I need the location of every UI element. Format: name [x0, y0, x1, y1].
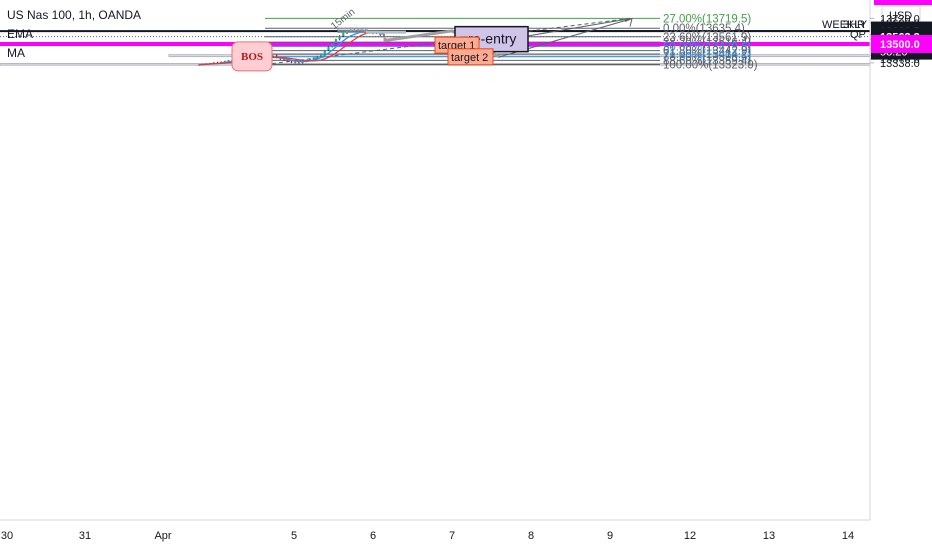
candle-body — [382, 34, 386, 37]
x-tick-label: 14 — [842, 530, 854, 542]
candle-body — [197, 64, 201, 66]
candle-body — [331, 43, 334, 47]
hline-3hr-label: 3HR — [843, 19, 865, 31]
x-tick-label: 31 — [79, 530, 91, 542]
ma-line — [198, 30, 385, 66]
bos-box — [231, 41, 273, 72]
candle-body — [379, 33, 382, 35]
x-tick-label: 9 — [607, 530, 613, 542]
arrow-head — [624, 17, 633, 27]
candle-body — [320, 54, 323, 57]
price-label-box — [871, 34, 932, 53]
time-axis[interactable]: 30 31 Apr 5 6 7 8 9 12 13 14 — [0, 519, 870, 550]
price-label-text: 13500.0 — [880, 39, 920, 51]
x-tick-label: 5 — [291, 530, 297, 542]
qp-label: QP — [850, 29, 866, 41]
time-axis-bg — [0, 520, 870, 550]
fib-level-label: 27.00%(13719.5) — [663, 13, 751, 25]
hline-weekly-label: WEEKLY — [822, 19, 868, 31]
x-tick-label: 12 — [684, 530, 696, 542]
candle-body — [338, 36, 341, 40]
candle-body — [323, 50, 326, 55]
y-tick-label: 13370.0 — [880, 54, 920, 66]
candle-body — [316, 56, 319, 58]
fib-level-label: 38.20%(13516.4) — [663, 37, 751, 49]
fib-level-label: 100.00%(13323.9) — [663, 60, 758, 72]
currency-label: USD — [889, 10, 912, 22]
candle-body — [301, 61, 304, 64]
price-axis-bg — [870, 0, 932, 550]
x-tick-label: 8 — [528, 530, 534, 542]
x-tick-label: 7 — [449, 530, 455, 542]
fib-level-label: 50.00%(13479.6) — [663, 41, 751, 53]
fib-level-label: 0.00%(13635.4) — [663, 23, 745, 35]
indicator-lines — [198, 30, 385, 66]
candle-body — [297, 62, 300, 64]
tf-box — [337, 27, 368, 33]
indicator-ema[interactable]: EMA — [7, 27, 34, 41]
candle-body — [342, 33, 345, 37]
fib-level-label: 23.60%(13561.9) — [663, 32, 751, 44]
price-axis[interactable]: USD13338.013370.013400.013430.013460.013… — [869, 0, 932, 550]
fib-level-label: 71.00%(13414.2) — [663, 49, 751, 61]
x-tick-label: 13 — [763, 530, 775, 542]
ema-line — [198, 31, 385, 66]
x-tick-label: Apr — [154, 530, 171, 542]
fib-level-label: 88.60%(13359.4) — [663, 55, 751, 67]
target2-label: target 2 — [451, 52, 488, 64]
bos-label: BOS — [241, 51, 263, 63]
candle-body — [327, 46, 330, 51]
candle-body — [223, 61, 226, 63]
candle-body — [308, 59, 312, 61]
candle-body — [286, 60, 289, 62]
symbol-title: US Nas 100, 1h, OANDA — [7, 8, 142, 22]
candle-body — [227, 60, 230, 62]
candle-body — [283, 59, 286, 61]
chart-legend: US Nas 100, 1h, OANDA EMA MA — [7, 6, 141, 63]
x-tick-label: 30 — [1, 530, 13, 542]
top-marker — [874, 0, 932, 5]
candle-body — [290, 61, 293, 63]
fib-level-label: 78.60%(13390.5) — [663, 52, 751, 64]
candle-body — [294, 62, 297, 64]
candle-body — [334, 39, 337, 44]
y-tick-label: 13338.0 — [880, 58, 920, 70]
fib-level-label: 61.80%(13442.9) — [663, 46, 751, 58]
target2-box — [447, 48, 494, 66]
x-tick-label: 6 — [370, 530, 376, 542]
indicator-ma[interactable]: MA — [7, 46, 25, 60]
candle-body — [312, 57, 315, 60]
